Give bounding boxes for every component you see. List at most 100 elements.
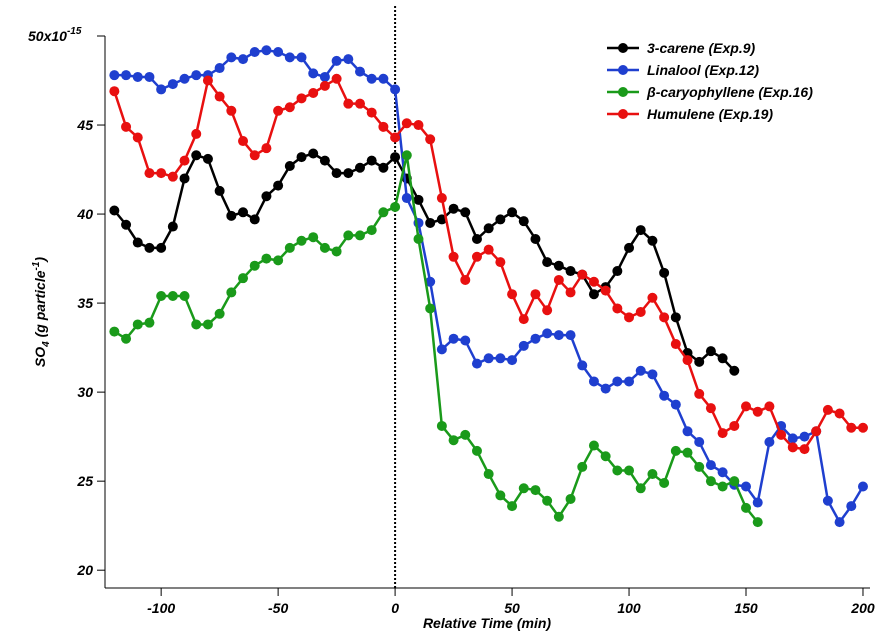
data-point xyxy=(717,428,728,439)
data-point xyxy=(647,235,658,246)
data-point xyxy=(261,191,272,202)
data-point xyxy=(331,246,342,257)
data-point xyxy=(156,84,167,95)
y-label-sup: -1 xyxy=(31,261,42,270)
data-point xyxy=(495,490,506,501)
data-point xyxy=(343,98,354,109)
data-point xyxy=(822,495,833,506)
data-point xyxy=(401,193,412,204)
data-point xyxy=(612,376,623,387)
series-line xyxy=(113,155,759,523)
data-point xyxy=(191,128,202,139)
data-point xyxy=(799,444,810,455)
data-point xyxy=(214,63,225,74)
data-point xyxy=(214,308,225,319)
data-point xyxy=(717,353,728,364)
data-point xyxy=(249,214,260,225)
data-point xyxy=(588,276,599,287)
data-point xyxy=(144,168,155,179)
data-point xyxy=(729,420,740,431)
x-tick-label: 100 xyxy=(617,600,641,616)
data-point xyxy=(179,155,190,166)
data-point xyxy=(144,71,155,82)
data-point xyxy=(483,469,494,480)
legend-marker xyxy=(618,43,628,53)
data-point xyxy=(659,477,670,488)
data-point xyxy=(787,442,798,453)
data-point xyxy=(741,401,752,412)
data-point xyxy=(378,207,389,218)
y-tick-label: 25 xyxy=(76,473,93,489)
data-point xyxy=(682,355,693,366)
data-point xyxy=(132,71,143,82)
data-point xyxy=(624,465,635,476)
data-point xyxy=(355,230,365,241)
data-point xyxy=(355,66,365,77)
data-point xyxy=(460,335,471,346)
data-point xyxy=(413,120,424,131)
series-line xyxy=(113,76,863,451)
data-point xyxy=(109,70,120,81)
data-point xyxy=(448,251,459,262)
data-point xyxy=(284,242,295,253)
data-point xyxy=(132,237,143,248)
data-point xyxy=(588,376,599,387)
data-point xyxy=(694,388,705,399)
data-point xyxy=(857,422,868,433)
x-tick-label: 200 xyxy=(850,600,875,616)
data-point xyxy=(202,75,213,86)
legend-marker xyxy=(618,65,628,75)
data-point xyxy=(624,376,635,387)
data-point xyxy=(238,207,249,218)
data-point xyxy=(390,132,401,143)
data-point xyxy=(296,235,307,246)
x-axis-label: Relative Time (min) xyxy=(423,615,551,631)
data-point xyxy=(799,431,810,442)
data-point xyxy=(518,483,529,494)
data-point xyxy=(624,242,635,253)
x-tick-label: 150 xyxy=(734,600,758,616)
data-point xyxy=(647,369,658,380)
data-point xyxy=(659,267,670,278)
data-point xyxy=(705,460,716,471)
data-point xyxy=(378,121,389,132)
data-point xyxy=(495,257,506,268)
data-point xyxy=(624,312,635,323)
data-point xyxy=(284,52,295,63)
data-point xyxy=(296,152,307,163)
data-point xyxy=(471,358,482,369)
data-point xyxy=(249,150,260,161)
y-tick-label: 40 xyxy=(76,206,93,222)
data-point xyxy=(577,360,588,371)
data-point xyxy=(857,481,868,492)
data-point xyxy=(471,445,482,456)
data-point xyxy=(483,353,494,364)
data-point xyxy=(565,493,576,504)
data-point xyxy=(600,451,611,462)
data-point xyxy=(366,73,377,84)
data-point xyxy=(214,185,225,196)
y-label-part: SO xyxy=(32,347,48,367)
data-point xyxy=(542,495,553,506)
data-point xyxy=(530,289,541,300)
y-label-part: ) xyxy=(32,257,48,264)
data-point xyxy=(378,162,389,173)
data-point xyxy=(425,217,436,228)
legend-label: Linalool (Exp.12) xyxy=(647,62,759,78)
y-tick-label: 35 xyxy=(77,295,93,311)
data-point xyxy=(109,205,120,216)
data-point xyxy=(647,469,658,480)
data-point xyxy=(273,47,284,58)
data-point xyxy=(249,47,260,58)
data-point xyxy=(694,461,705,472)
data-point xyxy=(109,326,120,337)
data-point xyxy=(507,207,518,218)
x-tick-label: -50 xyxy=(268,600,288,616)
data-point xyxy=(156,290,167,301)
data-point xyxy=(670,445,681,456)
data-point xyxy=(436,193,447,204)
data-point xyxy=(741,502,752,513)
legend-label: β-caryophyllene (Exp.16) xyxy=(646,84,813,100)
x-tick-label: 50 xyxy=(504,600,520,616)
legend-label: 3-carene (Exp.9) xyxy=(647,40,755,56)
